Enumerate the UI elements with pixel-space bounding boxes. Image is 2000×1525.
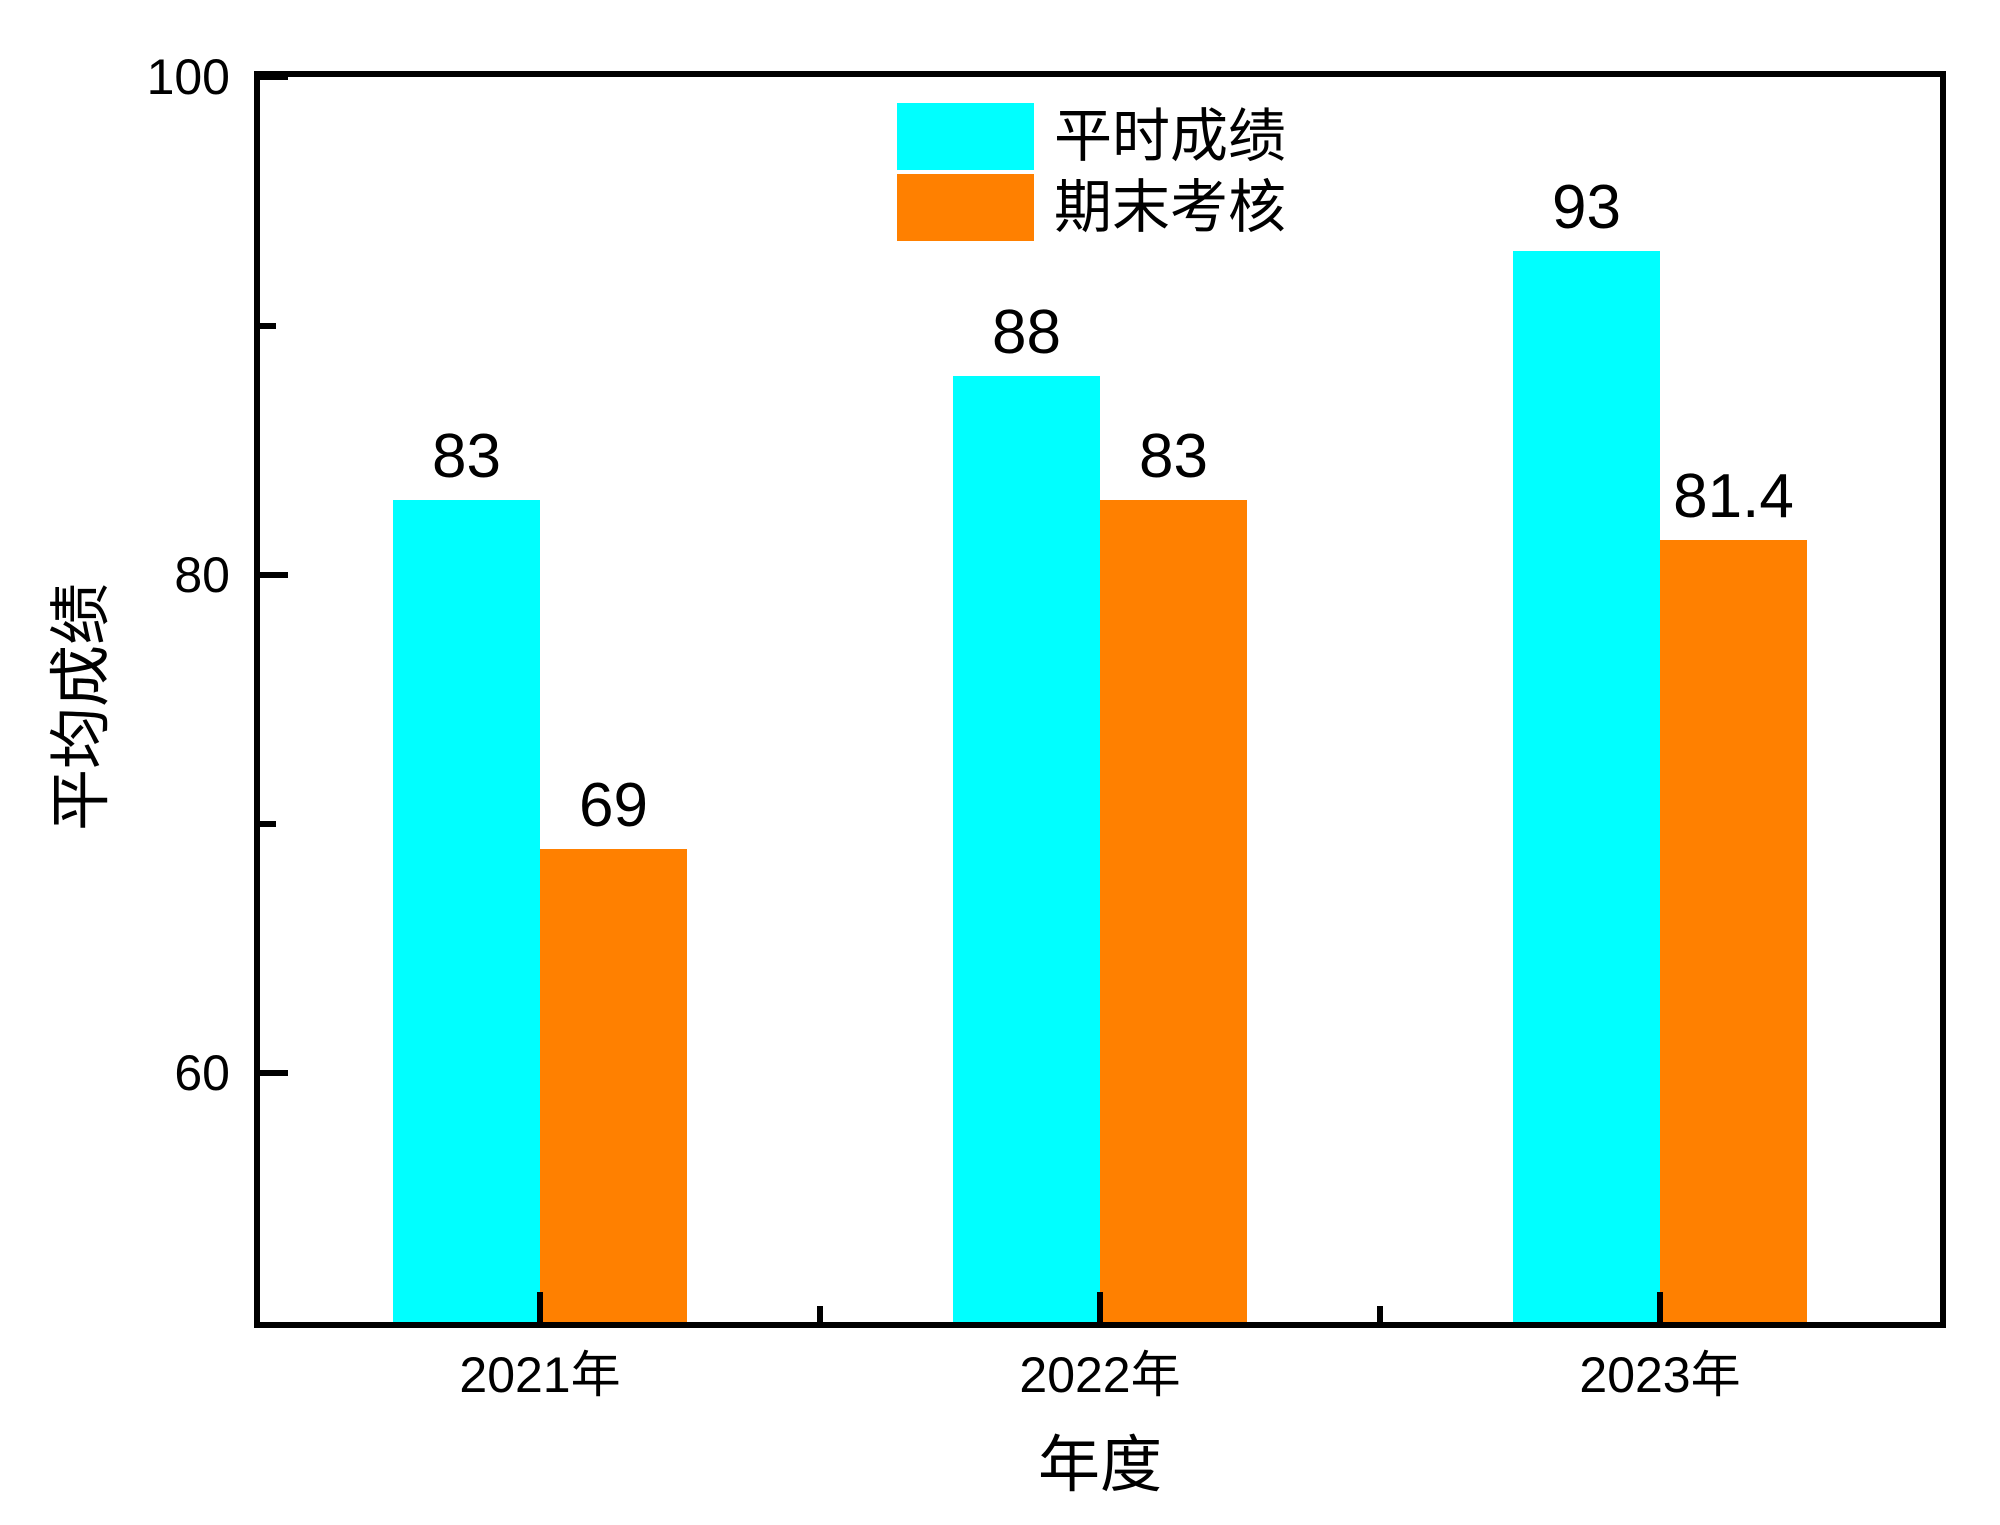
x-axis-tick-label: 2021年 [459,1347,621,1403]
x-axis-minor-tick [817,1306,823,1322]
y-axis-minor-tick [260,323,276,329]
legend: 平时成绩 期末考核 [897,103,1286,245]
bar-s0-c0 [393,500,540,1322]
x-axis-major-tick [1657,1292,1663,1322]
x-axis-tick-label: 2022年 [1019,1347,1181,1403]
bar-value-label: 83 [432,422,501,492]
bar-value-label: 81.4 [1673,462,1794,532]
bar-s1-c1 [1100,500,1247,1322]
x-axis-title: 年度 [1037,1432,1163,1500]
bar-value-label: 93 [1552,173,1621,243]
x-axis-major-tick [1097,1292,1103,1322]
y-axis-tick-label: 60 [174,1045,230,1101]
y-axis-major-tick [260,572,288,578]
bar-s1-c2 [1660,540,1807,1322]
legend-item-1: 期末考核 [897,174,1286,241]
y-axis-major-tick [260,74,288,80]
legend-item-0: 平时成绩 [897,103,1286,170]
x-axis-major-tick [537,1292,543,1322]
bar-s0-c2 [1513,251,1660,1322]
legend-swatch [897,174,1034,241]
bar-value-label: 83 [1139,422,1208,492]
x-axis-minor-tick [1377,1306,1383,1322]
bar-value-label: 69 [579,770,648,840]
legend-label: 平时成绩 [1054,104,1287,169]
legend-swatch [897,103,1034,170]
y-axis-major-tick [260,1070,288,1076]
bar-s0-c1 [953,375,1100,1322]
y-axis-title: 平均成绩 [48,582,116,832]
plot-area: 平时成绩 期末考核 83 69 88 83 93 81.4 [254,71,1946,1328]
legend-label: 期末考核 [1054,175,1287,240]
y-axis-minor-tick [260,821,276,827]
y-axis-tick-label: 80 [174,547,230,603]
y-axis-tick-label: 100 [146,49,230,105]
x-axis-tick-label: 2023年 [1579,1347,1741,1403]
bar-s1-c0 [540,848,687,1322]
bar-value-label: 88 [992,297,1061,367]
